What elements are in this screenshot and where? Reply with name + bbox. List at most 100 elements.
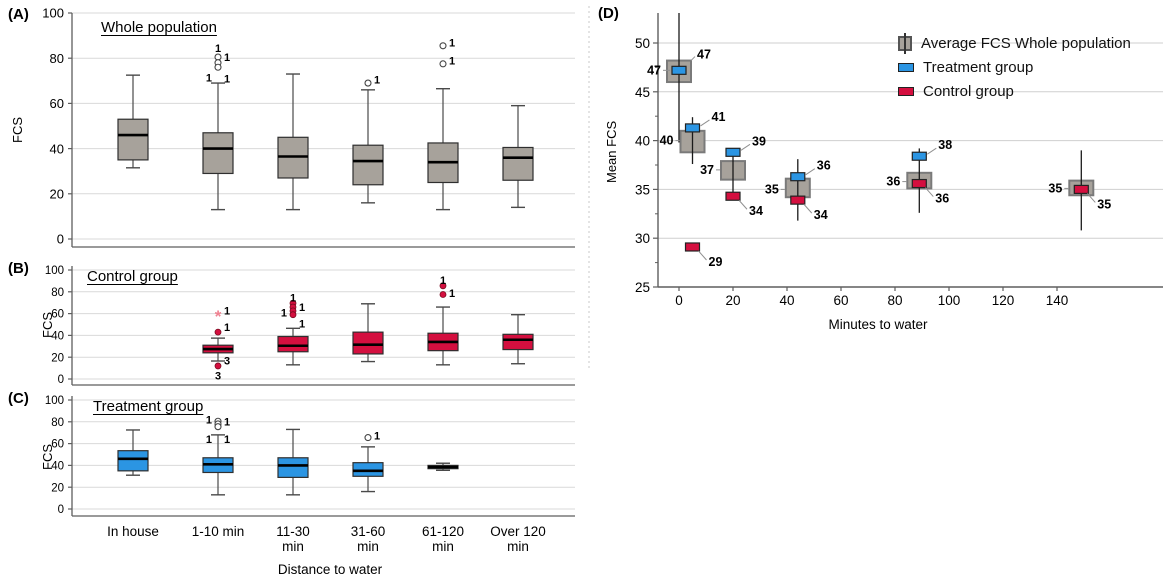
outlier-circle-marker	[214, 63, 222, 71]
y-tick-label: 20	[50, 186, 64, 201]
outlier-count-label: 3	[215, 371, 221, 383]
treatment-group-marker	[790, 172, 806, 182]
whole-population-box-swatch-icon	[898, 33, 912, 54]
outlier-count-label: 1	[449, 288, 455, 300]
mean-value-label: 40	[660, 134, 674, 148]
outlier-circle-marker	[214, 423, 222, 431]
treatment-group-swatch-icon	[898, 63, 914, 72]
outlier-count-label: 1	[374, 430, 380, 442]
outlier-count-label: 1	[224, 74, 230, 86]
outlier-circle-marker	[364, 434, 372, 442]
control-group-marker	[790, 195, 806, 205]
outlier-count-label: 1	[224, 322, 230, 334]
category-label: 31-60	[351, 524, 386, 539]
panel-b-title: Control group	[87, 268, 178, 285]
legend-item-whole-population: Average FCS Whole population	[898, 33, 1131, 54]
mean-value-label: 38	[938, 138, 952, 152]
y-tick-label: 0	[58, 504, 64, 516]
label-leader-line	[700, 119, 710, 127]
outlier-circle-marker	[439, 60, 447, 68]
outlier-dot-marker	[439, 282, 447, 290]
control-group-marker	[911, 178, 927, 189]
outlier-count-label: 1	[449, 55, 455, 67]
label-leader-line	[927, 147, 937, 155]
mean-value-label: 36	[935, 192, 949, 206]
legend: Average FCS Whole population Treatment g…	[898, 33, 1131, 102]
legend-label-treatment-group: Treatment group	[923, 59, 1034, 76]
box	[202, 132, 234, 175]
y-tick-label: 40	[50, 141, 64, 156]
x-tick-label: 120	[992, 293, 1015, 308]
panel-d-y-axis-label: Mean FCS	[604, 120, 619, 184]
outlier-circle-marker	[364, 79, 372, 87]
outlier-count-label: 1	[206, 434, 212, 446]
mean-value-label: 35	[1097, 197, 1111, 211]
y-tick-label: 0	[58, 374, 64, 386]
label-leader-line	[690, 56, 696, 61]
panel-a-title: Whole population	[101, 19, 217, 36]
label-leader-line	[924, 187, 934, 197]
outlier-dot-marker	[214, 362, 222, 370]
box	[352, 462, 384, 477]
outlier-count-label: 1	[299, 302, 305, 314]
control-group-marker	[1073, 184, 1089, 194]
outlier-count-label: 1	[206, 72, 212, 84]
label-leader-line	[1086, 193, 1096, 203]
legend-item-control-group: Control group	[898, 81, 1131, 102]
outlier-count-label: 1	[206, 415, 212, 427]
panel-b-tag: (B)	[8, 260, 29, 277]
category-label: 1-10 min	[192, 524, 245, 539]
outlier-count-label: 1	[440, 275, 446, 287]
y-tick-label: 100	[42, 6, 64, 21]
box	[117, 450, 149, 472]
outlier-count-label: 1	[224, 52, 230, 64]
category-label: min	[282, 539, 304, 554]
category-label: min	[357, 539, 379, 554]
legend-label-control-group: Control group	[923, 83, 1014, 100]
box	[502, 146, 534, 181]
y-tick-label: 60	[51, 309, 64, 321]
category-label: In house	[107, 524, 159, 539]
mean-value-label: 34	[749, 204, 763, 218]
label-leader-line	[803, 203, 813, 214]
x-tick-label: 140	[1046, 293, 1069, 308]
legend-item-treatment-group: Treatment group	[898, 57, 1131, 78]
y-tick-label: 80	[51, 417, 64, 429]
mean-value-label: 36	[817, 159, 831, 173]
label-leader-line	[805, 168, 816, 176]
y-tick-label: 25	[635, 280, 650, 295]
box	[117, 118, 149, 161]
outlier-count-label: 1	[215, 43, 221, 55]
y-tick-label: 50	[635, 36, 650, 51]
outlier-count-label: 1	[224, 416, 230, 428]
y-tick-label: 30	[635, 231, 650, 246]
label-leader-line	[740, 143, 751, 151]
panel-a-tag: (A)	[8, 6, 29, 23]
category-label: min	[432, 539, 454, 554]
treatment-group-marker	[684, 123, 701, 133]
panel-c-title: Treatment group	[93, 398, 204, 415]
category-label: Over 120	[490, 524, 546, 539]
box	[277, 335, 309, 353]
y-tick-label: 80	[50, 51, 64, 66]
distance-axis-label: Distance to water	[277, 562, 383, 577]
control-group-marker	[725, 191, 741, 201]
y-tick-label: 100	[45, 395, 64, 407]
x-tick-label: 0	[675, 293, 683, 308]
x-tick-label: 100	[938, 293, 961, 308]
outlier-count-label: 1	[449, 37, 455, 49]
control-group-swatch-icon	[898, 87, 914, 96]
panel-d-tag: (D)	[598, 5, 619, 22]
panel-c-y-axis-label: FCS	[40, 444, 55, 470]
outlier-dot-marker	[289, 311, 297, 319]
y-tick-label: 80	[51, 287, 64, 299]
y-tick-label: 45	[635, 85, 650, 100]
x-tick-label: 60	[833, 293, 848, 308]
mean-value-label: 47	[647, 63, 661, 77]
mean-value-label: 34	[814, 208, 828, 222]
y-tick-label: 20	[51, 482, 64, 494]
y-tick-label: 40	[635, 134, 650, 149]
mean-value-label: 41	[712, 110, 726, 124]
box	[352, 144, 384, 186]
outlier-circle-marker	[439, 42, 447, 50]
